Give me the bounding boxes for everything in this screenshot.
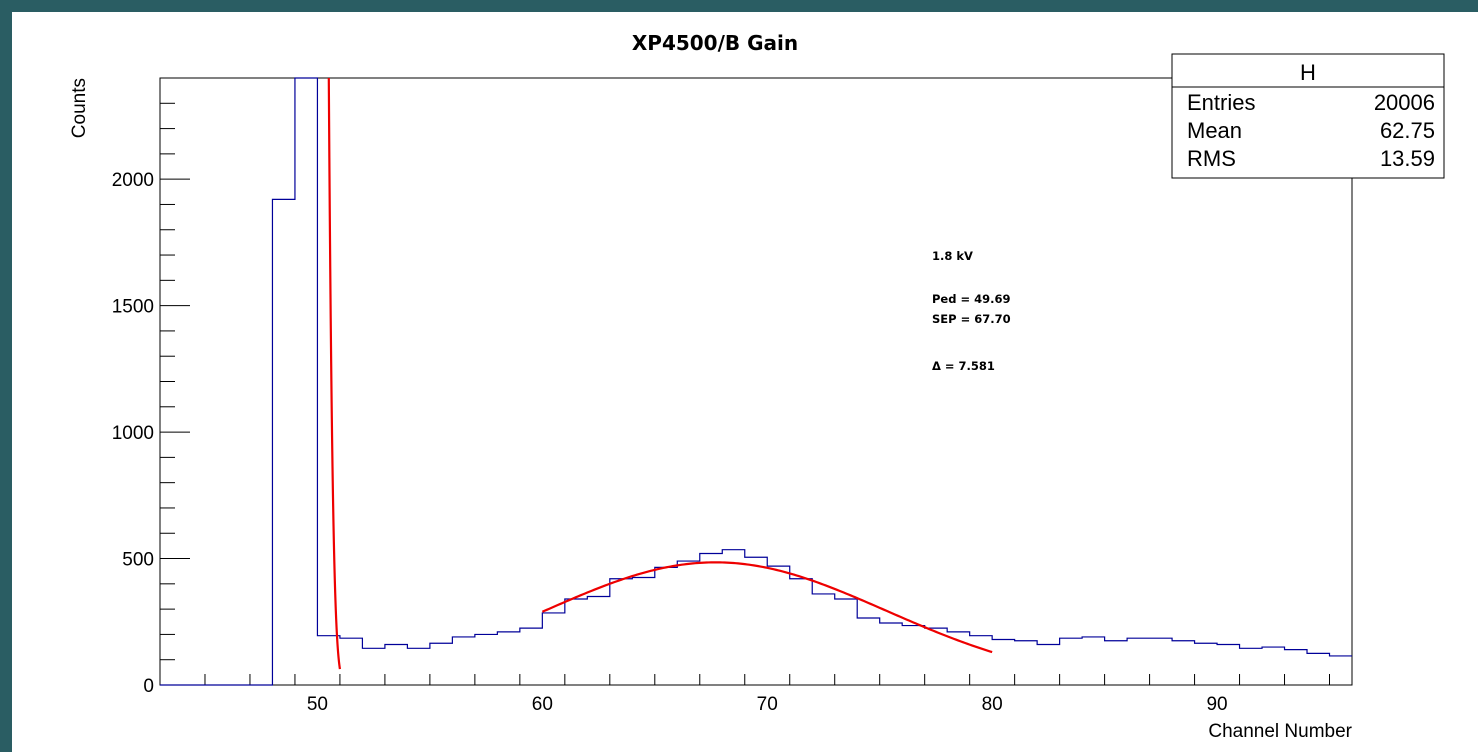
- stats-label-rms: RMS: [1187, 146, 1236, 171]
- x-axis-label: Channel Number: [1208, 721, 1352, 742]
- annotation-block: 1.8 kV Ped = 49.69 SEP = 67.70 Δ = 7.581: [932, 249, 1011, 373]
- annotation-sep: SEP = 67.70: [932, 312, 1011, 326]
- stats-value-rms: 13.59: [1380, 146, 1435, 171]
- histogram-chart: XP4500/B Gain 0 500 1000 1500 2000 50 60 70 80 9…: [69, 31, 1445, 742]
- x-axis: 50 60 70 80 90: [159, 674, 1331, 715]
- y-tick-label: 2000: [112, 170, 154, 191]
- fit-curves: [327, 78, 993, 670]
- y-axis-label: Counts: [69, 78, 90, 138]
- histogram-series: [160, 77, 1352, 686]
- pedestal-fit-curve: [327, 78, 342, 670]
- x-tick-label: 90: [1206, 694, 1227, 715]
- x-tick-label: 50: [307, 694, 328, 715]
- y-tick-label: 0: [143, 676, 154, 697]
- stats-label-entries: Entries: [1187, 90, 1255, 115]
- sep-fit-curve: [541, 561, 993, 654]
- stats-value-mean: 62.75: [1380, 118, 1435, 143]
- plot-canvas: XP4500/B Gain 0 500 1000 1500 2000 50 60 70 80 9…: [12, 12, 1478, 752]
- annotation-ped: Ped = 49.69: [932, 292, 1010, 306]
- stats-box-border: [1171, 53, 1445, 179]
- stats-box-title: H: [1300, 60, 1316, 85]
- annotation-voltage: 1.8 kV: [932, 249, 973, 263]
- x-tick-label: 80: [982, 694, 1003, 715]
- x-tick-label: 60: [532, 694, 553, 715]
- x-tick-label: 70: [757, 694, 778, 715]
- stats-box: H Entries 20006 Mean 62.75 RMS 13.59: [1171, 53, 1445, 179]
- y-tick-label: 1500: [112, 297, 154, 318]
- y-axis: 0 500 1000 1500 2000: [112, 77, 190, 697]
- stats-label-mean: Mean: [1187, 118, 1242, 143]
- chart-title: XP4500/B Gain: [632, 31, 798, 55]
- y-tick-label: 1000: [112, 423, 154, 444]
- stats-value-entries: 20006: [1374, 90, 1435, 115]
- y-tick-label: 500: [122, 550, 154, 571]
- annotation-delta: Δ = 7.581: [932, 359, 995, 373]
- histogram-line: [160, 77, 1352, 686]
